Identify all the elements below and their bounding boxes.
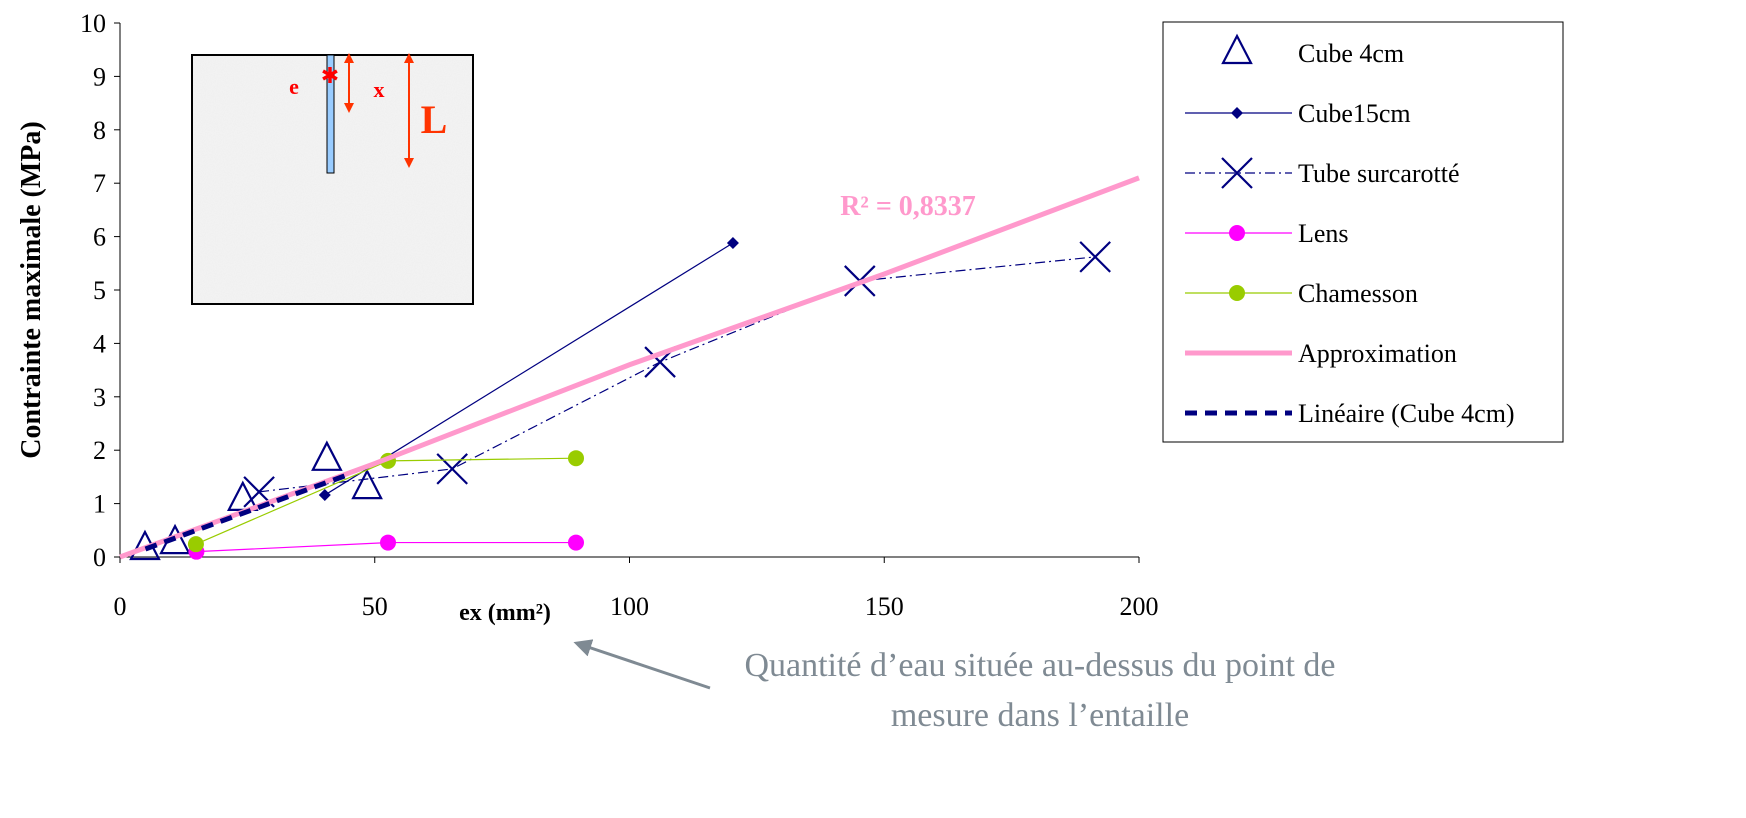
y-tick-label: 0 — [93, 543, 106, 572]
point-marker: ✱ — [321, 63, 339, 88]
marker-x — [436, 453, 468, 485]
inset-label: e — [289, 74, 299, 99]
y-tick-label: 8 — [93, 116, 106, 145]
y-tick-label: 9 — [93, 62, 106, 91]
inset-diagram: ✱ e x L — [191, 53, 474, 305]
marker-circle — [1229, 285, 1245, 301]
caption-arrow — [573, 639, 711, 690]
marker-diamond — [1231, 107, 1243, 119]
caption: Quantité d’eau située au-dessus du point… — [744, 647, 1335, 684]
x-tick-label: 0 — [114, 592, 127, 621]
marker-circle — [568, 450, 585, 467]
marker-triangle — [311, 440, 343, 471]
x-tick-label: 200 — [1120, 592, 1159, 621]
legend-label: Cube15cm — [1298, 99, 1411, 128]
y-tick-label: 7 — [93, 169, 106, 198]
marker-circle — [379, 534, 396, 551]
y-tick-label: 3 — [93, 383, 106, 412]
y-tick-label: 1 — [93, 490, 106, 519]
x-axis-label: ex (mm²) — [459, 600, 551, 626]
series-line — [324, 242, 734, 496]
marker-triangle — [351, 468, 383, 500]
legend-label: Cube 4cm — [1298, 39, 1404, 68]
inset-label: L — [421, 97, 448, 142]
y-tick-label: 4 — [93, 329, 106, 358]
y-tick-label: 2 — [93, 436, 106, 465]
marker-x — [1079, 241, 1111, 273]
marker-diamond — [318, 489, 331, 502]
notch — [326, 54, 335, 174]
y-tick-label: 5 — [93, 276, 106, 305]
inset-label: x — [374, 77, 385, 102]
marker-x — [1221, 157, 1253, 189]
series-line — [119, 175, 1140, 560]
annotation: R² = 0,8337 — [840, 191, 976, 222]
x-tick-label: 150 — [865, 592, 904, 621]
x-tick-label: 50 — [362, 592, 388, 621]
y-tick-label: 6 — [93, 223, 106, 252]
caption: mesure dans l’entaille — [891, 697, 1189, 734]
legend-label: Approximation — [1298, 339, 1457, 368]
legend-label: Linéaire (Cube 4cm) — [1298, 399, 1515, 428]
marker-circle — [568, 534, 585, 551]
legend-label: Lens — [1298, 219, 1349, 248]
y-tick-label: 10 — [80, 9, 106, 38]
legend-frame — [1162, 21, 1564, 443]
legend-label: Tube surcarotté — [1298, 159, 1460, 188]
legend-label: Chamesson — [1298, 279, 1418, 308]
y-axis-label: Contrainte maximale (MPa) — [16, 121, 47, 458]
marker-circle — [187, 536, 204, 553]
series-line — [144, 471, 351, 552]
marker-triangle — [1221, 33, 1253, 65]
marker-diamond — [726, 237, 739, 250]
x-tick-label: 100 — [610, 592, 649, 621]
marker-circle — [1229, 225, 1245, 241]
